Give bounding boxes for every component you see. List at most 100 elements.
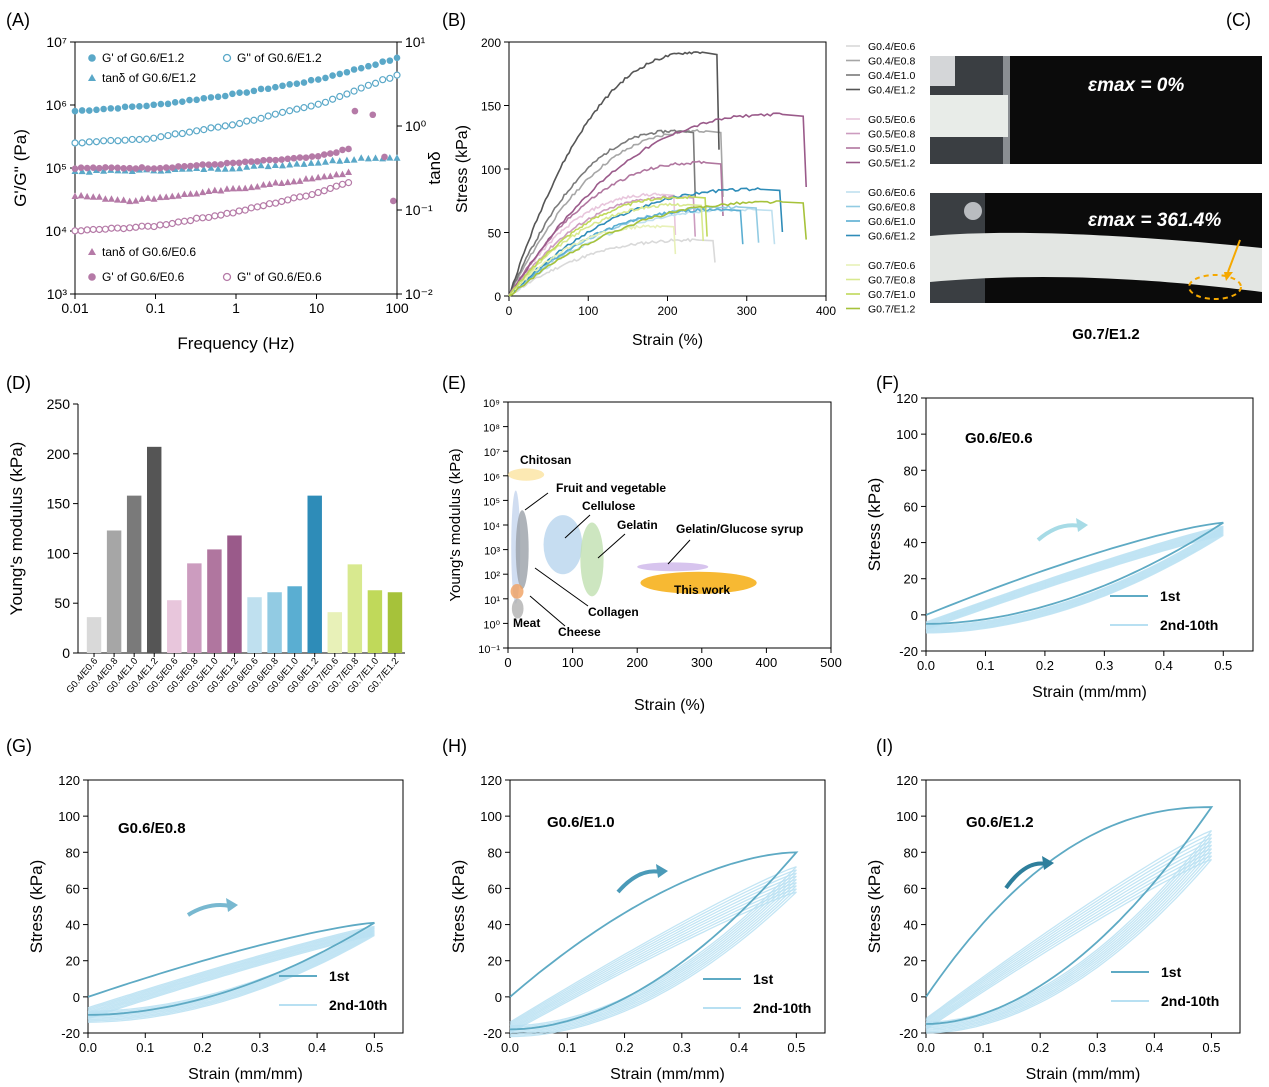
y-tick-label: 0 [73, 990, 80, 1005]
plot-frame [509, 779, 826, 1034]
data-point [254, 158, 261, 165]
data-point [393, 54, 401, 62]
data-point [293, 160, 301, 167]
series-g-of-g0-6-e1-2 [71, 54, 401, 115]
data-point [343, 68, 351, 76]
x-tick-label: 0.3 [251, 1040, 269, 1055]
data-point [207, 94, 215, 101]
data-point [174, 218, 182, 226]
data-point [121, 103, 129, 111]
x-tick-label: 0.0 [79, 1040, 97, 1055]
data-point [260, 156, 267, 164]
data-point [257, 161, 265, 169]
sample-strip [930, 95, 1008, 137]
data-point [386, 57, 394, 64]
data-point [136, 103, 143, 110]
data-point [107, 136, 115, 145]
y-axis-title: Young's modulus (kPa) [447, 448, 464, 601]
y-tick-label: 0 [494, 290, 501, 304]
data-point [229, 184, 237, 192]
legend-label: G'' of G0.6/E0.6 [237, 270, 322, 284]
y-tick-label: 0 [495, 990, 502, 1005]
y-tick-label: 10⁷ [46, 34, 67, 50]
sample-label: G0.6/E1.0 [547, 814, 615, 831]
legend-label: G0.5/E1.0 [868, 143, 915, 155]
data-point [200, 94, 208, 102]
data-point [338, 180, 347, 188]
bar-g0.7-e1.2 [387, 592, 403, 653]
cycle-line [925, 840, 1213, 1027]
data-point [114, 137, 122, 145]
legend-label: G0.4/E1.2 [868, 85, 915, 97]
y-tick-label: 10⁹ [483, 398, 500, 410]
first-cycle-line [925, 521, 1224, 625]
data-point [243, 89, 251, 96]
region-leader [667, 539, 691, 565]
data-point [320, 187, 328, 195]
bar-g0.6-e0.6 [247, 597, 262, 653]
x-tick-label: 0.2 [194, 1040, 212, 1055]
data-point [279, 161, 287, 169]
data-point [83, 192, 91, 200]
data-point [351, 107, 359, 115]
data-point [321, 158, 329, 165]
data-point [386, 154, 394, 161]
y-axis-title: Young's modulus (kPa) [7, 442, 26, 616]
x-axis-title: Strain (mm/mm) [188, 1066, 303, 1083]
bar-g0.6-e1.0 [287, 586, 302, 653]
y-tick-label: 0 [62, 645, 70, 661]
data-point [89, 164, 97, 171]
cycle-line [925, 851, 1212, 1031]
y-tick-label: 20 [904, 572, 918, 587]
y-tick-label: 120 [58, 773, 80, 788]
data-point [314, 173, 322, 181]
region-cellulose [543, 515, 583, 575]
data-point [302, 175, 310, 182]
y-tick-label: 10¹ [484, 595, 500, 607]
x-tick-label: 0.0 [501, 1040, 519, 1055]
series-line-g0.7-e1.0 [508, 194, 708, 297]
data-point [272, 83, 279, 91]
data-point [150, 165, 158, 172]
cycle-line [509, 888, 797, 1036]
data-point [278, 156, 285, 163]
data-point [193, 127, 201, 135]
data-point [207, 124, 215, 132]
data-point [357, 84, 365, 92]
legend-label: G0.7/E0.8 [868, 275, 915, 287]
legend-label: G0.7/E1.2 [868, 304, 915, 316]
x-tick-label: 500 [820, 655, 842, 670]
cycle-line [509, 878, 797, 1032]
y-tick-label: 100 [896, 427, 918, 442]
data-point [114, 164, 121, 172]
legend-label: G0.4/E0.8 [868, 56, 915, 68]
cycle-line [87, 925, 375, 1012]
y-tick-label: 80 [904, 845, 918, 860]
data-point [247, 183, 255, 191]
data-point [89, 225, 97, 234]
data-point [279, 82, 286, 90]
legend-label: 1st [329, 968, 350, 984]
y2-tick-label: 10⁻² [405, 286, 433, 302]
data-point [250, 162, 258, 169]
data-point [181, 162, 188, 170]
y-tick-label: 100 [47, 545, 71, 561]
legend-label: G' of G0.6/E0.6 [102, 270, 185, 284]
y-axis-title: Stress (kPa) [27, 860, 46, 954]
photo-caption: G0.7/E1.2 [1072, 326, 1140, 343]
cycle-line [87, 926, 375, 1014]
region-label: This work [674, 583, 730, 597]
x-axis-title: Strain (%) [632, 332, 703, 349]
legend-label: tanδ of G0.6/E1.2 [102, 71, 196, 85]
series-line-g0.5-e0.6 [508, 192, 677, 297]
legend-label: G0.7/E1.0 [868, 289, 915, 301]
cycle-line [925, 532, 1224, 632]
data-point [214, 123, 222, 131]
y-tick-label: 40 [904, 536, 918, 551]
y-tick-label: 0 [911, 608, 918, 623]
data-point [266, 180, 274, 188]
later-cycles [925, 830, 1213, 1034]
data-point [164, 100, 172, 108]
bar-g0.5-e0.6 [167, 600, 182, 653]
data-point [92, 138, 101, 146]
